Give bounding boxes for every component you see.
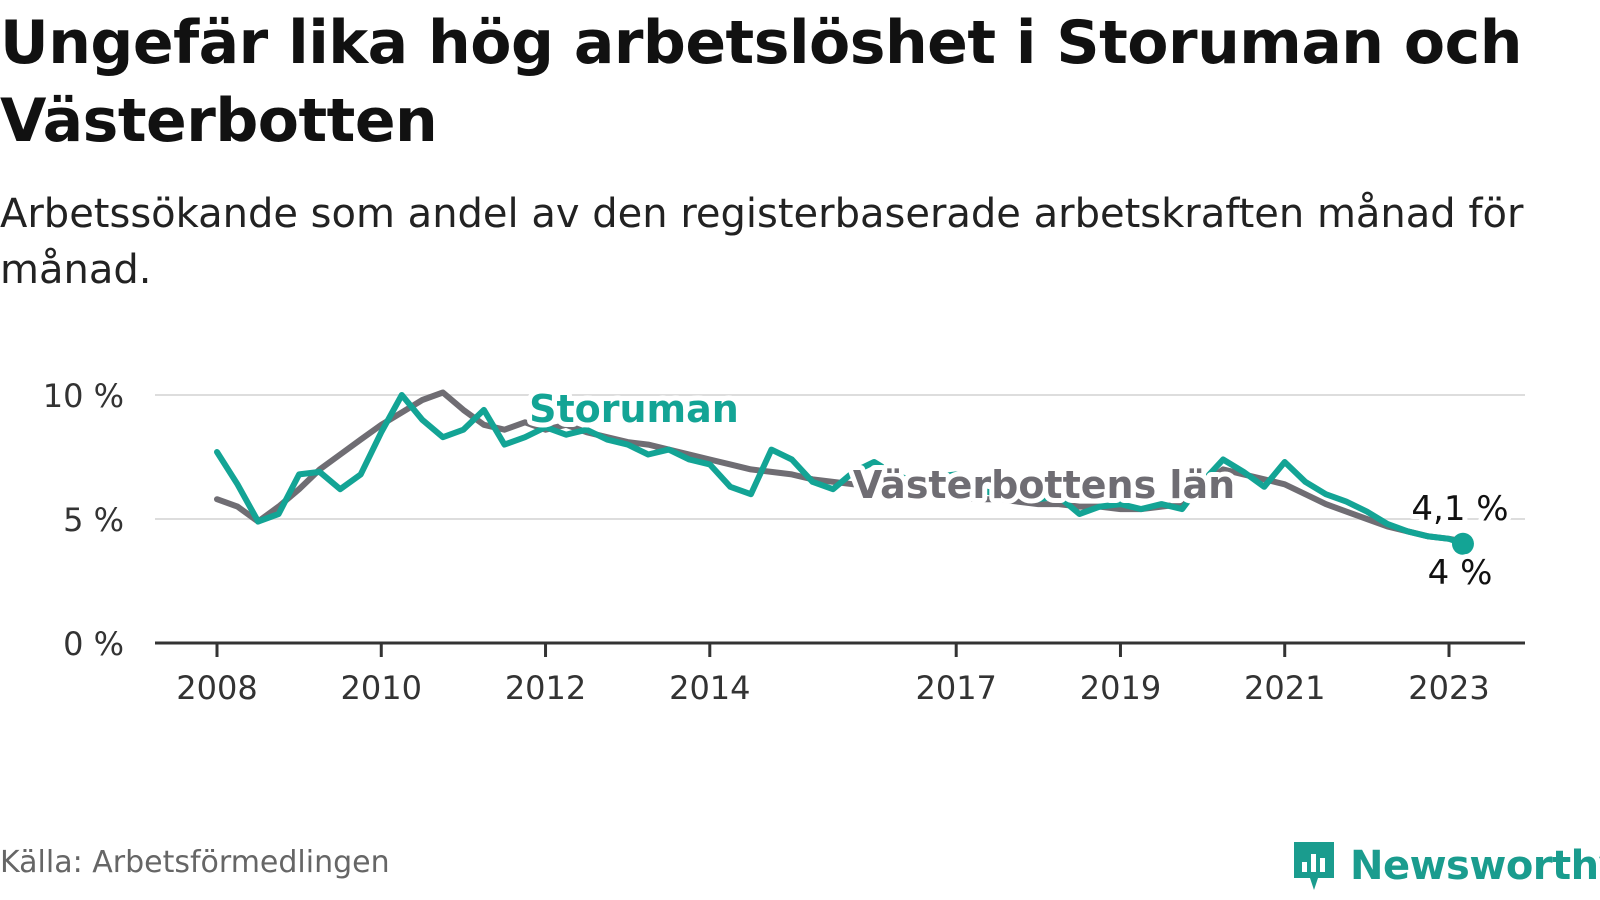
- y-axis-labels: 0 % 5 % 10 %: [43, 377, 124, 663]
- vasterbotten-end-value-halo: 4,1 %: [1411, 489, 1508, 529]
- chart-subtitle: Arbetssökande som andel av den registerb…: [0, 191, 1524, 293]
- x-axis-labels: 2008 2010 2012 2014 2017 2019 2021 2023: [176, 643, 1490, 707]
- chart-title: Ungefär lika hög arbetslöshet i Storuman…: [0, 8, 1522, 156]
- x-tick-label: 2008: [176, 669, 257, 707]
- x-tick-label: 2021: [1244, 669, 1325, 707]
- series-lines: [214, 389, 1474, 555]
- storuman-end-value-halo: 4 %: [1428, 553, 1493, 593]
- series-line-storuman: [214, 392, 1466, 547]
- newsworthy-logo-icon: [1294, 842, 1334, 890]
- storuman-end-marker: [1451, 532, 1474, 555]
- grid-lines: [155, 394, 1525, 645]
- brand-name: Newsworthy: [1350, 843, 1600, 889]
- vasterbotten-end-value: 4,1 %: [1411, 489, 1508, 529]
- x-tick-label: 2017: [915, 669, 996, 707]
- y-tick-label: 0 %: [63, 625, 124, 663]
- vasterbotten-series-label-halo: Västerbottens län: [853, 463, 1235, 507]
- x-tick-label: 2019: [1080, 669, 1161, 707]
- storuman-end-value: 4 %: [1428, 553, 1493, 593]
- vasterbotten-series-label: Västerbottens län: [853, 463, 1235, 507]
- x-tick-label: 2012: [505, 669, 586, 707]
- y-tick-label: 10 %: [43, 377, 124, 415]
- source-note: Källa: Arbetsförmedlingen: [0, 845, 390, 880]
- storuman-series-label-halo: Storuman: [529, 387, 739, 431]
- x-tick-label: 2023: [1408, 669, 1489, 707]
- y-tick-label: 5 %: [63, 501, 124, 539]
- brand-logo[interactable]: Newsworthy: [1290, 838, 1600, 894]
- x-tick-label: 2010: [341, 669, 422, 707]
- x-tick-label: 2014: [669, 669, 750, 707]
- storuman-series-label: Storuman: [529, 387, 739, 431]
